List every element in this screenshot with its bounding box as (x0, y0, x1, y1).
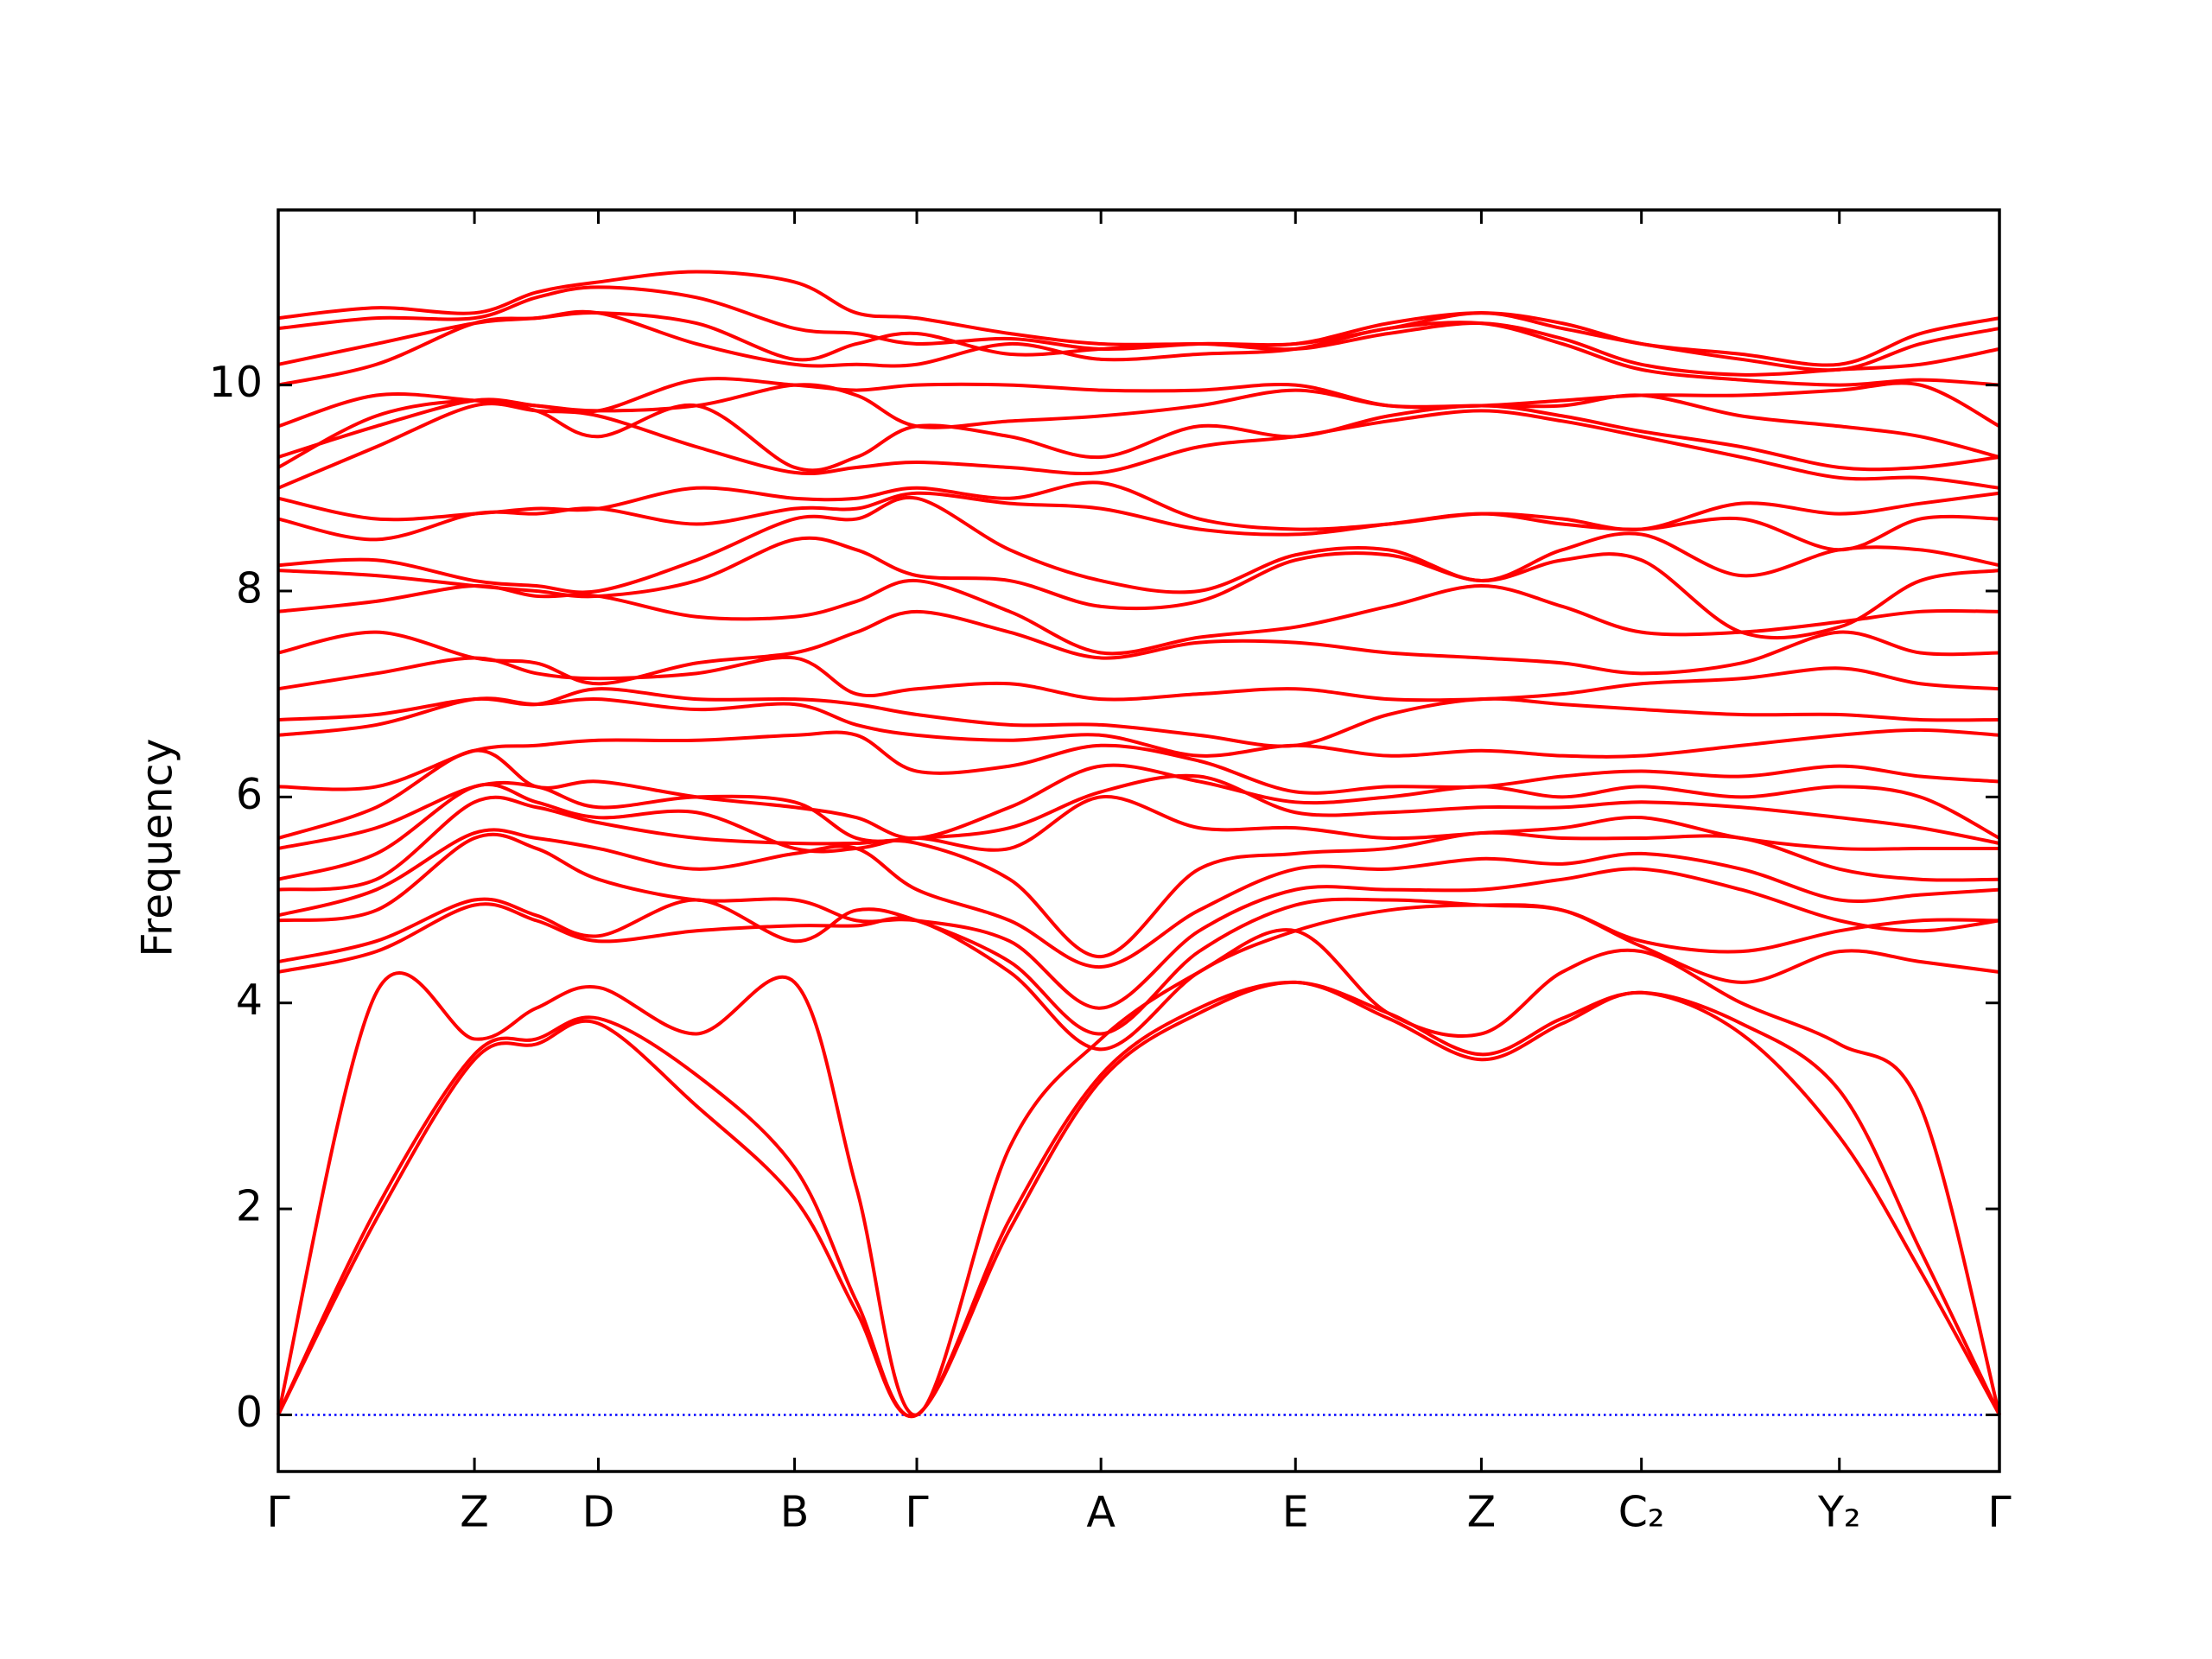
band-line (277, 398, 2000, 473)
band-line (277, 696, 2000, 759)
x-tick-label: C₂ (1618, 1488, 1665, 1537)
band-line (277, 480, 2000, 531)
plot-frame (276, 208, 2001, 1473)
band-line (276, 980, 2001, 1419)
x-tick-label: Y₂ (1817, 1488, 1861, 1537)
band-line (277, 730, 2000, 795)
x-tick-label: Γ (1987, 1488, 2012, 1537)
y-axis-label: Frequency (133, 738, 182, 957)
x-tick-label: Z (1467, 1488, 1497, 1537)
x-tick-label: A (1086, 1488, 1116, 1537)
band-line (277, 402, 2000, 490)
band-line (277, 655, 2000, 702)
band-line (277, 495, 2000, 594)
x-tick-label: Γ (905, 1488, 929, 1537)
band-line (277, 902, 2000, 1052)
band-line (276, 980, 2001, 1419)
x-tick-label: Z (460, 1488, 489, 1537)
x-tick-label: Γ (266, 1488, 290, 1537)
band-line (277, 828, 2000, 969)
band-line (277, 832, 2000, 1010)
x-tick-label: B (780, 1488, 810, 1537)
y-tick-label: 0 (236, 1388, 263, 1437)
band-line (277, 897, 2000, 1036)
band-line (277, 285, 2000, 372)
band-line (277, 609, 2000, 686)
x-tick-label: E (1282, 1488, 1309, 1537)
band-line (277, 579, 2000, 656)
y-tick-label: 4 (236, 976, 263, 1025)
y-tick-label: 6 (236, 770, 263, 819)
band-line (277, 270, 2000, 367)
band-line (277, 687, 2000, 748)
x-tick-label: D (582, 1488, 615, 1537)
band-line (277, 491, 2000, 552)
band-line (276, 928, 2001, 1417)
y-tick-label: 2 (236, 1182, 263, 1231)
band-line (277, 377, 2000, 429)
band-line (277, 795, 2000, 959)
band-line (277, 536, 2000, 640)
band-line (277, 773, 2000, 850)
y-tick-label: 8 (236, 563, 263, 613)
y-tick-label: 10 (209, 358, 263, 407)
band-line (277, 782, 1999, 881)
band-line (277, 748, 2000, 841)
